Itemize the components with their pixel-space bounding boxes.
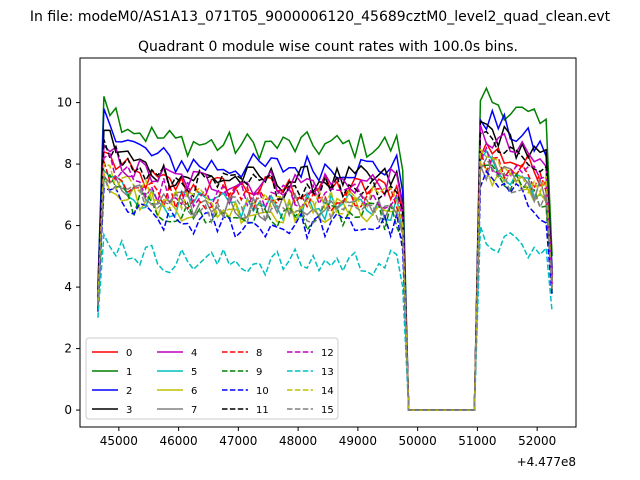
- y-tick-label: 4: [64, 280, 72, 294]
- legend-label-3: 3: [126, 405, 132, 416]
- x-tick-label: 49000: [339, 434, 377, 448]
- x-tick-label: 48000: [279, 434, 317, 448]
- x-offset-label: +4.477e8: [517, 455, 576, 469]
- legend-label-2: 2: [126, 386, 132, 397]
- y-tick-label: 10: [57, 96, 72, 110]
- legend-label-6: 6: [191, 386, 197, 397]
- y-tick-label: 0: [64, 403, 72, 417]
- legend-label-8: 8: [256, 348, 262, 359]
- y-tick-label: 2: [64, 342, 72, 356]
- y-tick-label: 8: [64, 157, 72, 171]
- legend-label-11: 11: [256, 405, 269, 416]
- y-axis: 0 2 4 6 8 10: [57, 96, 80, 417]
- legend-label-5: 5: [191, 367, 197, 378]
- x-tick-label: 51000: [458, 434, 496, 448]
- legend-label-13: 13: [321, 367, 334, 378]
- legend-label-7: 7: [191, 405, 197, 416]
- x-tick-label: 52000: [518, 434, 556, 448]
- x-tick-label: 50000: [399, 434, 437, 448]
- legend-label-9: 9: [256, 367, 262, 378]
- legend-label-14: 14: [321, 386, 334, 397]
- series-line-12: [97, 146, 553, 411]
- legend-box: [85, 337, 339, 420]
- x-tick-label: 45000: [100, 434, 138, 448]
- legend-label-10: 10: [256, 386, 269, 397]
- legend-label-15: 15: [321, 405, 334, 416]
- legend-label-4: 4: [191, 348, 197, 359]
- x-tick-label: 47000: [219, 434, 257, 448]
- plot-area-frame: [79, 57, 577, 428]
- x-tick-label: 46000: [160, 434, 198, 448]
- legend-label-0: 0: [126, 348, 132, 359]
- figure-suptitle: In file: modeM0/AS1A13_071T05_9000006120…: [30, 9, 611, 25]
- chart-title: Quadrant 0 module wise count rates with …: [138, 39, 518, 55]
- series-layer: [97, 86, 553, 411]
- legend-label-12: 12: [321, 348, 334, 359]
- x-axis: 45000 46000 47000 48000 49000 50000 51000 52000: [100, 427, 556, 448]
- legend-label-1: 1: [126, 367, 132, 378]
- y-tick-label: 6: [64, 219, 72, 233]
